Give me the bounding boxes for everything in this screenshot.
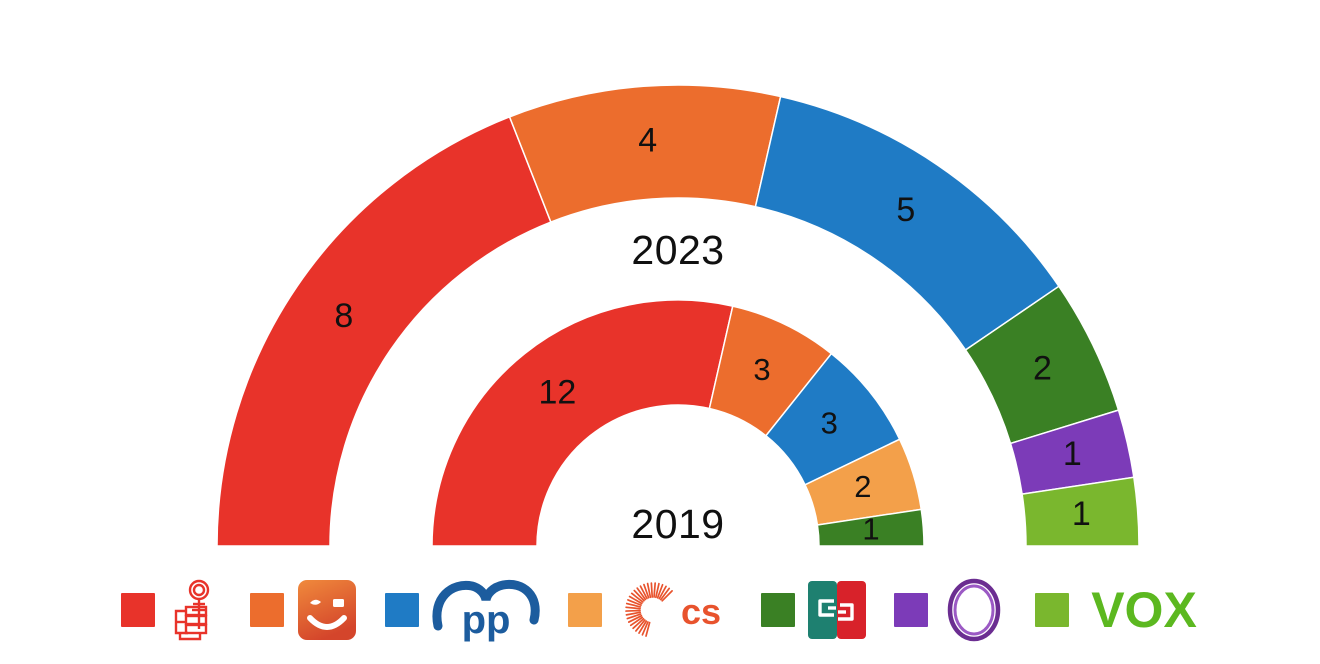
outer-segment-vox[interactable] xyxy=(1021,476,1140,547)
legend-swatch-cs xyxy=(567,593,602,627)
outer-segment-pp[interactable] xyxy=(754,95,1060,352)
legend-swatch-psoe xyxy=(120,593,155,627)
outer-segment-sumar[interactable] xyxy=(508,84,782,224)
inner-segment-psoe[interactable] xyxy=(431,299,734,547)
vox-logo: VOX xyxy=(1080,574,1208,646)
coalicion-canaria-logo xyxy=(806,574,868,646)
legend-swatch-podemos xyxy=(893,593,928,627)
outer-ring-year-label: 2023 xyxy=(631,227,724,273)
nested-semicircle-donut-chart: 8 4 5 2 1 1 12 3 3 2 1 2023 xyxy=(216,84,1140,547)
pp-logo: pp xyxy=(430,574,542,646)
legend-swatch-vox xyxy=(1034,593,1069,627)
legend-swatch-sumar xyxy=(249,593,284,627)
inner-ring-year-label: 2019 xyxy=(631,501,724,547)
legend-item-sumar[interactable] xyxy=(249,570,359,650)
party-legend: pp cs xyxy=(0,562,1320,658)
psoe-rose-fist-logo xyxy=(166,574,224,646)
legend-item-podemos[interactable] xyxy=(893,570,1009,650)
inner-segment-coalicion-canaria[interactable] xyxy=(816,508,925,547)
donut-chart-area: 8 4 5 2 1 1 12 3 3 2 1 2023 xyxy=(216,84,1140,547)
ciudadanos-logo: cs xyxy=(613,574,735,646)
sumar-smiley-logo xyxy=(295,574,359,646)
legend-swatch-cc xyxy=(760,593,795,627)
legend-item-psoe[interactable] xyxy=(120,570,224,650)
svg-text:cs: cs xyxy=(680,591,720,632)
legend-item-pp[interactable]: pp xyxy=(384,570,542,650)
legend-item-cc[interactable] xyxy=(760,570,868,650)
svg-text:VOX: VOX xyxy=(1091,582,1197,638)
podemos-circle-logo xyxy=(939,574,1009,646)
svg-text:pp: pp xyxy=(461,598,510,642)
legend-item-cs[interactable]: cs xyxy=(567,570,735,650)
legend-swatch-pp xyxy=(384,593,419,627)
legend-item-vox[interactable]: VOX xyxy=(1034,570,1208,650)
